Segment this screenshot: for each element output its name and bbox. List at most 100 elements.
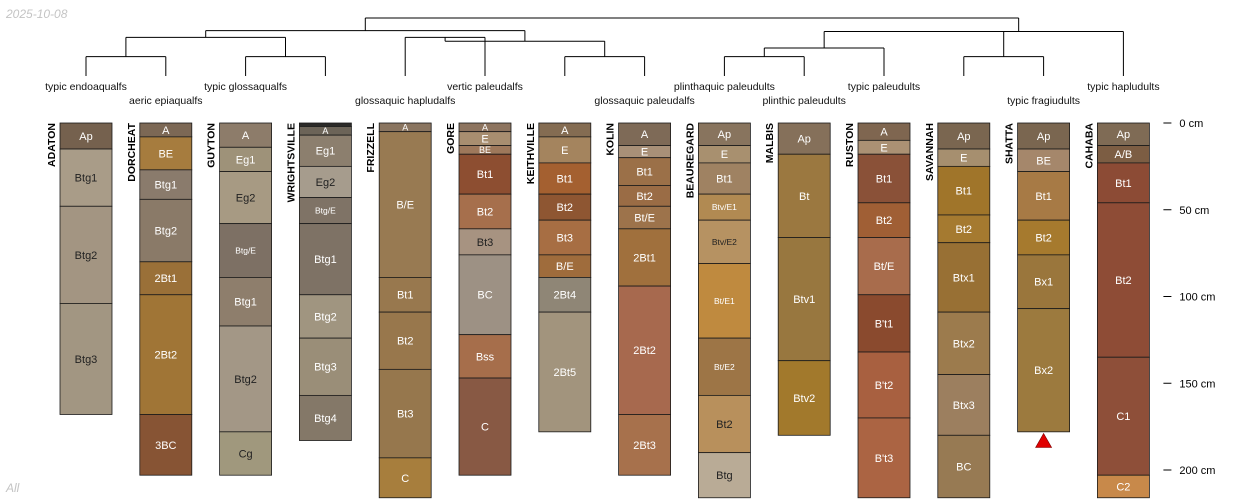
horizon-label: A [482,123,488,133]
taxon-label: typic hapludults [1087,81,1159,93]
horizon-label: Bt1 [557,173,574,185]
horizon-block [698,337,751,396]
horizon-block [139,198,193,263]
taxon-label: typic endoaqualfs [45,81,127,93]
horizon-block [1097,202,1150,358]
horizon-block [777,237,831,362]
horizon-label: E [960,153,967,165]
horizon-label: Btv2 [793,393,815,405]
horizon-label: Bx2 [1034,365,1053,377]
horizon-label: Bt2 [477,206,494,218]
horizon-label: Bt [799,191,809,203]
horizon-label: Btx1 [953,272,975,284]
horizon-block [378,457,432,499]
horizon-block [378,277,432,313]
horizon-label: Bt2 [397,336,414,348]
horizon-label: Bt3 [397,409,414,421]
horizon-label: 2Bt2 [633,345,656,357]
horizon-label: Ap [1037,131,1050,143]
horizon-label: 2Bt2 [154,350,177,362]
horizon-label: Bt1 [1115,178,1132,190]
horizon-block [937,434,991,499]
horizon-block [219,277,273,327]
horizon-label: Btg/E [315,206,336,216]
horizon-label: C1 [1116,411,1130,423]
depth-tick-label: 0 cm [1179,118,1203,130]
horizon-block [1017,254,1070,310]
horizon-block [857,351,911,419]
horizon-label: 2Bt1 [154,273,177,285]
horizon-label: Btg1 [234,297,257,309]
horizon-label: BE [479,145,491,155]
horizon-label: A [322,126,328,136]
horizon-label: Cg [239,448,253,460]
horizon-block [538,219,592,256]
depth-tick-label: 50 cm [1179,205,1209,217]
depth-marker-triangle [1035,432,1053,448]
horizon-label: BE [158,148,173,160]
horizon-label: Ap [797,134,810,146]
horizon-block [777,360,831,436]
horizon-block [857,237,911,296]
taxon-label: typic paleudults [848,81,920,93]
horizon-block [219,325,273,433]
profile-name: RUSTON [844,123,856,167]
horizon-label: Eg2 [316,177,336,189]
horizon-block [458,377,512,476]
horizon-label: Bt2 [956,224,973,236]
horizon-label: Bt1 [876,173,893,185]
horizon-label: Eg2 [236,193,256,205]
footer-stamp: All [6,481,20,495]
horizon-label: Bt2 [636,191,653,203]
horizon-label: B't2 [875,380,894,392]
horizon-label: Ap [957,131,970,143]
horizon-block [937,242,991,313]
horizon-label: C [481,422,489,434]
horizon-label: Btg2 [314,311,337,323]
horizon-label: Btg2 [154,226,177,238]
horizon-label: Bt2 [557,202,574,214]
horizon-block [139,294,193,415]
horizon-label: E [561,145,568,157]
horizon-block [698,263,751,339]
horizon-block [538,193,592,221]
horizon-block [857,153,911,204]
taxon-label: aeric epiaqualfs [129,95,203,107]
horizon-block [1017,171,1070,221]
horizon-label: Bt/E [874,261,895,273]
depth-tick-label: 100 cm [1179,292,1215,304]
horizon-label: Btv1 [793,294,815,306]
horizon-label: E [641,147,648,159]
horizon-label: A [641,129,649,141]
taxon-label: typic glossaqualfs [204,81,287,93]
horizon-label: Bt/E [634,213,655,225]
horizon-label: Bt/E2 [714,362,735,372]
horizon-label: Bt1 [1035,191,1052,203]
horizon-label: Bt1 [956,186,973,198]
horizon-label: Btg3 [75,354,98,366]
depth-tick-label: 200 cm [1179,465,1215,477]
horizon-label: BC [477,290,492,302]
horizon-label: Bt3 [477,237,494,249]
horizon-label: C2 [1116,481,1130,493]
horizon-block [698,394,751,454]
horizon-label: C [401,473,409,485]
horizon-label: A [561,125,569,137]
horizon-label: Btx3 [953,400,975,412]
horizon-block [59,122,113,150]
horizon-block [1097,356,1150,476]
horizon-label: E [481,134,488,146]
horizon-label: Btg/E [235,246,256,256]
horizon-block [298,165,352,199]
horizon-block [618,228,671,287]
horizon-block [538,136,592,164]
profile-name: SHATTA [1004,123,1016,164]
horizon-block [378,131,432,278]
horizon-label: A [242,130,250,142]
taxon-label: glossaquic hapludalfs [355,95,455,107]
horizon-block [937,311,991,375]
horizon-block [298,337,352,396]
horizon-block [458,254,512,336]
horizon-block [219,146,273,172]
horizon-label: B/E [556,261,574,273]
